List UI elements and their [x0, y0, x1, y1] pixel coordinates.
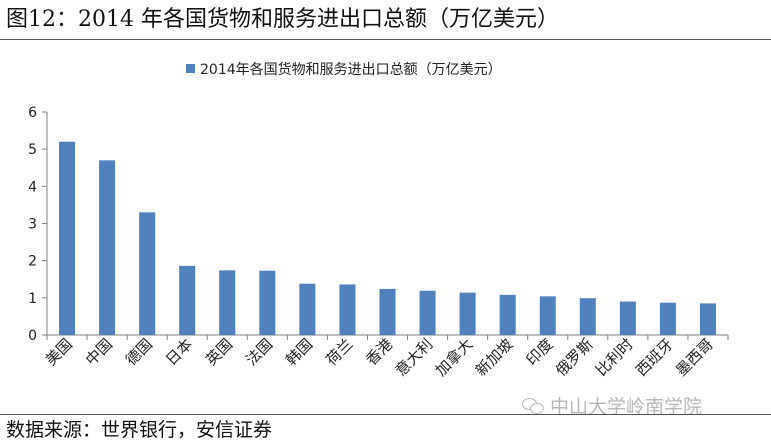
y-tick-label: 2: [28, 254, 37, 270]
chart-bars: [59, 141, 716, 335]
y-tick-label: 6: [28, 105, 37, 121]
x-tick-label: 比利时: [592, 335, 637, 380]
x-tick-label: 加拿大: [432, 335, 477, 380]
bar-17: [699, 303, 716, 335]
bar-15: [619, 301, 636, 335]
legend-label: 2014年各国货物和服务进出口总额（万亿美元）: [200, 61, 502, 78]
x-tick-label: 俄罗斯: [552, 335, 597, 380]
bar-16: [659, 302, 676, 335]
bar-3: [139, 212, 156, 335]
y-tick-label: 4: [28, 179, 37, 195]
bar-1: [59, 141, 76, 335]
x-tick-label: 中国: [82, 335, 116, 369]
chart-legend: 2014年各国货物和服务进出口总额（万亿美元）: [186, 61, 502, 78]
top-rule: [0, 39, 771, 40]
bottom-rule: [0, 414, 771, 415]
x-tick-label: 荷兰: [322, 335, 356, 369]
watermark: 中山大学岭南学院: [522, 392, 702, 419]
x-tick-label: 日本: [162, 335, 196, 369]
x-tick-label: 韩国: [282, 335, 316, 369]
x-tick-label: 意大利: [392, 335, 437, 380]
bar-4: [179, 265, 196, 335]
y-tick-label: 1: [28, 291, 37, 307]
watermark-text: 中山大学岭南学院: [550, 396, 703, 418]
bar-10: [419, 290, 436, 335]
bar-8: [339, 284, 356, 335]
x-tick-label: 德国: [122, 335, 156, 369]
x-tick-label: 新加坡: [472, 335, 517, 380]
x-tick-label: 墨西哥: [672, 335, 717, 380]
x-tick-label: 印度: [523, 335, 557, 369]
bar-6: [259, 270, 276, 335]
bar-11: [459, 292, 476, 335]
x-tick-label: 西班牙: [632, 335, 677, 380]
bar-5: [219, 270, 236, 335]
y-tick-label: 5: [28, 142, 37, 158]
data-source: 数据来源：世界银行，安信证券: [6, 419, 273, 441]
bar-2: [99, 160, 116, 335]
bar-12: [499, 294, 516, 335]
y-tick-label: 0: [28, 328, 37, 344]
x-tick-label: 香港: [362, 335, 396, 369]
y-tick-label: 3: [28, 217, 37, 233]
x-tick-label: 英国: [202, 335, 236, 369]
x-tick-label: 法国: [242, 335, 276, 369]
x-tick-label: 美国: [42, 335, 76, 369]
bar-9: [379, 288, 396, 335]
figure-title: 图12：2014 年各国货物和服务进出口总额（万亿美元）: [6, 7, 559, 32]
bar-14: [579, 298, 596, 335]
bar-13: [539, 296, 556, 335]
legend-swatch: [186, 64, 195, 73]
wechat-icon: [522, 397, 544, 414]
bar-7: [299, 283, 316, 335]
